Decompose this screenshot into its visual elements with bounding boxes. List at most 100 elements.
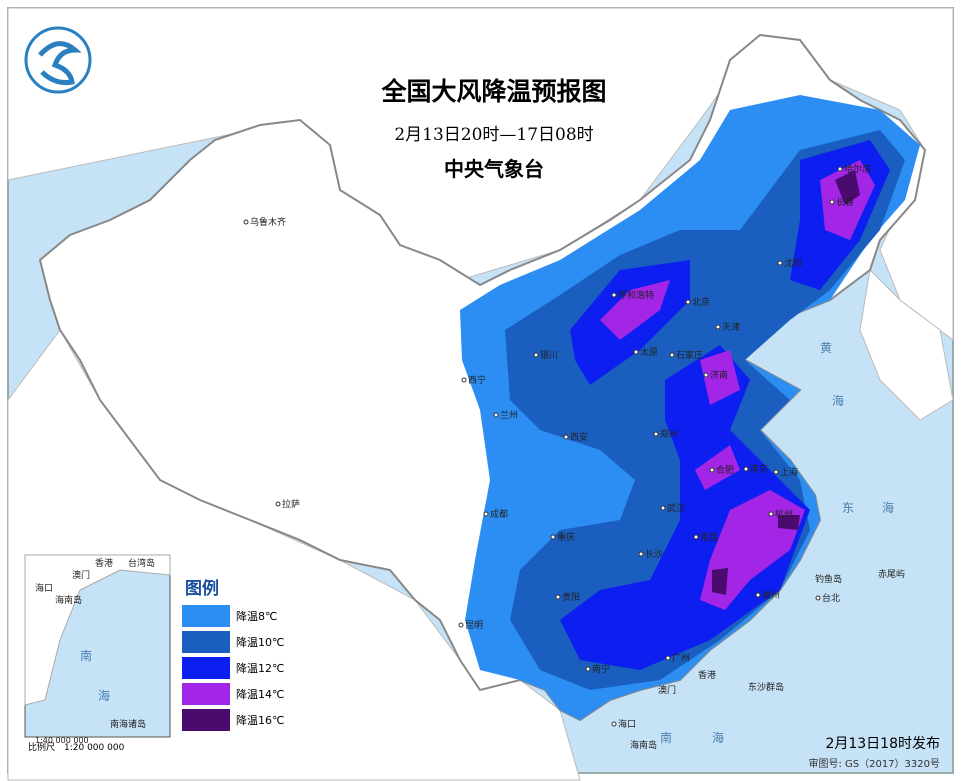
city-label: 济南 (710, 369, 728, 381)
city-dot (243, 219, 249, 225)
inset-label: 海南岛 (55, 594, 82, 606)
inset-label: 南海诸岛 (110, 718, 146, 730)
city-label: 贵阳 (562, 591, 580, 603)
city-dot (611, 721, 617, 727)
legend-label: 降温8℃ (236, 609, 277, 623)
city-label: 拉萨 (282, 498, 300, 510)
city-label: 台北 (822, 592, 840, 604)
city-label: 上海 (780, 466, 798, 478)
region-14 (600, 160, 875, 610)
map-label: 南 (660, 730, 672, 745)
legend-swatch (182, 605, 230, 627)
city-dot (837, 166, 843, 172)
map-label: 澳门 (658, 684, 676, 696)
map-label: 香港 (698, 669, 716, 681)
city-dot (755, 592, 761, 598)
city-label: 石家庄 (676, 349, 703, 361)
legend-label: 降温10℃ (236, 635, 284, 649)
city-label: 南京 (750, 463, 768, 475)
city-label: 太原 (640, 346, 658, 358)
scale-note: 比例尺 1:20 000 000 (28, 741, 125, 753)
city-dot (685, 299, 691, 305)
map-label: 海 (832, 393, 844, 408)
inset-label: 海口 (35, 582, 53, 594)
inset-land (24, 554, 171, 706)
city-label: 海口 (618, 718, 636, 730)
city-dot (533, 352, 539, 358)
city-dot (638, 551, 644, 557)
map-label: 东 (842, 501, 854, 515)
city-label: 杭州 (775, 508, 793, 520)
city-dot (555, 594, 561, 600)
city-dot (660, 505, 666, 511)
city-label: 合肥 (716, 464, 734, 476)
city-label: 长春 (836, 196, 854, 208)
city-dot (777, 260, 783, 266)
city-dot (633, 349, 639, 355)
city-dot (829, 199, 835, 205)
city-dot (493, 412, 499, 418)
city-dot (563, 434, 569, 440)
inset-label: 澳门 (72, 569, 90, 581)
city-label: 昆明 (465, 620, 483, 631)
map-label: 钓鱼岛 (815, 573, 842, 585)
issuer: 中央气象台 (444, 157, 544, 181)
city-dot (458, 622, 464, 628)
approval-number: 审图号: GS（2017）3320号 (808, 757, 940, 770)
city-label: 乌鲁木齐 (250, 216, 286, 228)
city-dot (703, 372, 709, 378)
city-label: 福州 (762, 589, 780, 601)
city-dot (773, 469, 779, 475)
city-label: 天津 (722, 322, 740, 333)
map-label: 海 (882, 500, 894, 515)
legend-swatch (182, 683, 230, 705)
map-label: 海 (712, 730, 724, 745)
city-label: 北京 (692, 296, 710, 308)
logo-mark (38, 41, 82, 85)
city-dot (768, 511, 774, 517)
city-label: 西宁 (468, 374, 486, 386)
city-dot (483, 511, 489, 517)
city-dot (715, 324, 721, 330)
city-dot (693, 534, 699, 540)
city-label: 南昌 (700, 531, 718, 543)
city-dot (585, 666, 591, 672)
map-label: 东沙群岛 (748, 681, 784, 693)
legend-swatch (182, 657, 230, 679)
city-dot (709, 467, 715, 473)
title: 全国大风降温预报图 (380, 77, 606, 106)
city-label: 呼和浩特 (618, 289, 654, 301)
city-dot (665, 655, 671, 661)
subtitle: 2月13日20时—17日08时 (394, 125, 593, 145)
inset-label: 海 (98, 688, 110, 703)
city-label: 成都 (490, 508, 508, 520)
city-dot (669, 352, 675, 358)
map-label: 赤尾屿 (878, 569, 905, 580)
issued-time: 2月13日18时发布 (825, 736, 940, 752)
legend-label: 降温16℃ (236, 713, 284, 727)
legend-label: 降温14℃ (236, 687, 284, 701)
map-label: 海南岛 (630, 739, 657, 751)
cooling-regions (460, 95, 920, 720)
city-dot (815, 595, 821, 601)
city-dot (550, 534, 556, 540)
inset-label: 香港 (95, 557, 113, 569)
city-label: 兰州 (500, 409, 518, 421)
legend-swatch (182, 709, 230, 731)
city-label: 沈阳 (784, 257, 802, 269)
city-label: 银川 (540, 349, 558, 361)
legend-swatch (182, 631, 230, 653)
city-label: 哈尔滨 (844, 163, 871, 175)
city-label: 武汉 (667, 502, 685, 514)
city-dot (275, 501, 281, 507)
legend-title: 图例 (185, 578, 219, 599)
region-12 (560, 140, 890, 670)
city-label: 郑州 (660, 428, 678, 440)
inset-label: 台湾岛 (128, 557, 155, 569)
city-dot (611, 292, 617, 298)
inset-scale: 1:40 000 000 (35, 736, 89, 745)
city-label: 南宁 (592, 663, 610, 675)
city-dot (653, 431, 659, 437)
legend-label: 降温12℃ (236, 661, 284, 675)
